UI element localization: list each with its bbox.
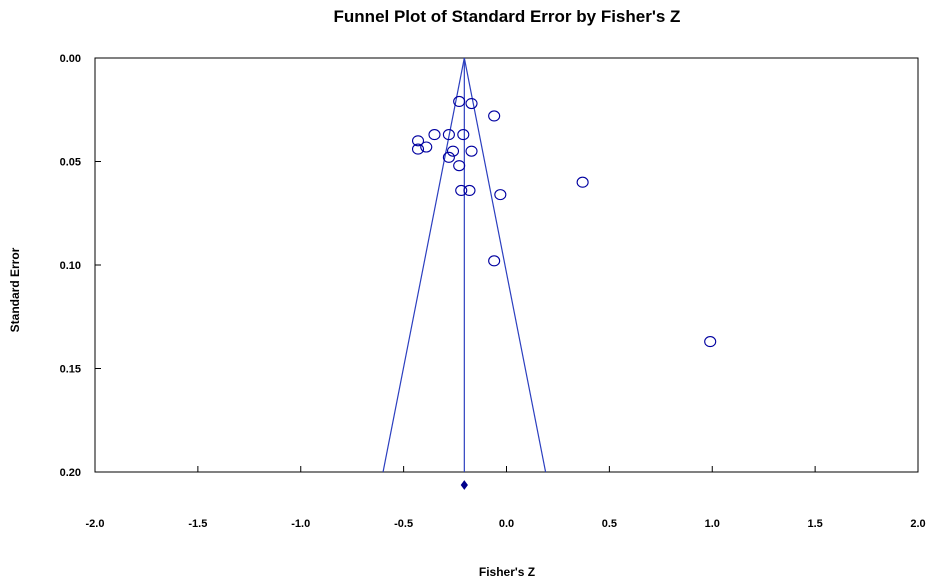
- study-point: [442, 151, 455, 163]
- y-tick-label: 0.05: [60, 157, 81, 169]
- y-tick-label: 0.15: [60, 364, 81, 376]
- funnel-right-line: [463, 57, 547, 473]
- y-tick-label: 0.00: [60, 53, 81, 65]
- study-point: [463, 184, 476, 197]
- x-axis-ticks: -2.0 -1.5 -1.0 -0.5 0.0 0.5 1.0 1.5 2.0: [86, 466, 926, 530]
- study-point: [465, 97, 478, 110]
- funnel-lines: [382, 57, 547, 473]
- y-axis-ticks: 0.00 0.05 0.10 0.15 0.20: [60, 53, 101, 479]
- y-axis-label: Standard Error: [8, 247, 22, 332]
- x-tick-label: -1.5: [188, 518, 207, 530]
- x-tick-label: 0.0: [499, 518, 514, 530]
- study-points: [411, 95, 717, 348]
- y-tick-label: 0.20: [60, 467, 81, 479]
- x-tick-label: 1.0: [705, 518, 720, 530]
- x-tick-label: -0.5: [394, 518, 413, 530]
- study-point: [411, 135, 425, 147]
- study-point: [494, 189, 507, 201]
- y-tick-label: 0.10: [60, 260, 81, 272]
- study-point: [428, 129, 441, 141]
- study-point: [704, 336, 717, 348]
- x-tick-label: -1.0: [291, 518, 310, 530]
- x-tick-label: -2.0: [86, 518, 105, 530]
- study-point: [411, 143, 425, 155]
- study-point: [453, 95, 466, 108]
- study-point: [455, 184, 468, 197]
- x-tick-label: 2.0: [910, 518, 925, 530]
- study-point: [442, 129, 455, 141]
- study-point: [453, 160, 466, 172]
- summary-diamond: [460, 480, 468, 490]
- plot-area-frame: [94, 57, 919, 473]
- study-point: [420, 141, 433, 153]
- study-point: [576, 176, 589, 188]
- x-tick-label: 0.5: [602, 518, 617, 530]
- x-axis-label: Fisher's Z: [479, 565, 535, 579]
- x-tick-label: 1.5: [807, 518, 822, 530]
- chart-title: Funnel Plot of Standard Error by Fisher'…: [334, 7, 681, 26]
- summary-effect: [460, 480, 468, 490]
- study-point: [465, 145, 478, 157]
- study-point: [488, 255, 501, 267]
- study-point: [446, 145, 460, 157]
- funnel-left-line: [382, 57, 465, 473]
- study-point: [488, 110, 501, 122]
- study-point: [457, 129, 470, 141]
